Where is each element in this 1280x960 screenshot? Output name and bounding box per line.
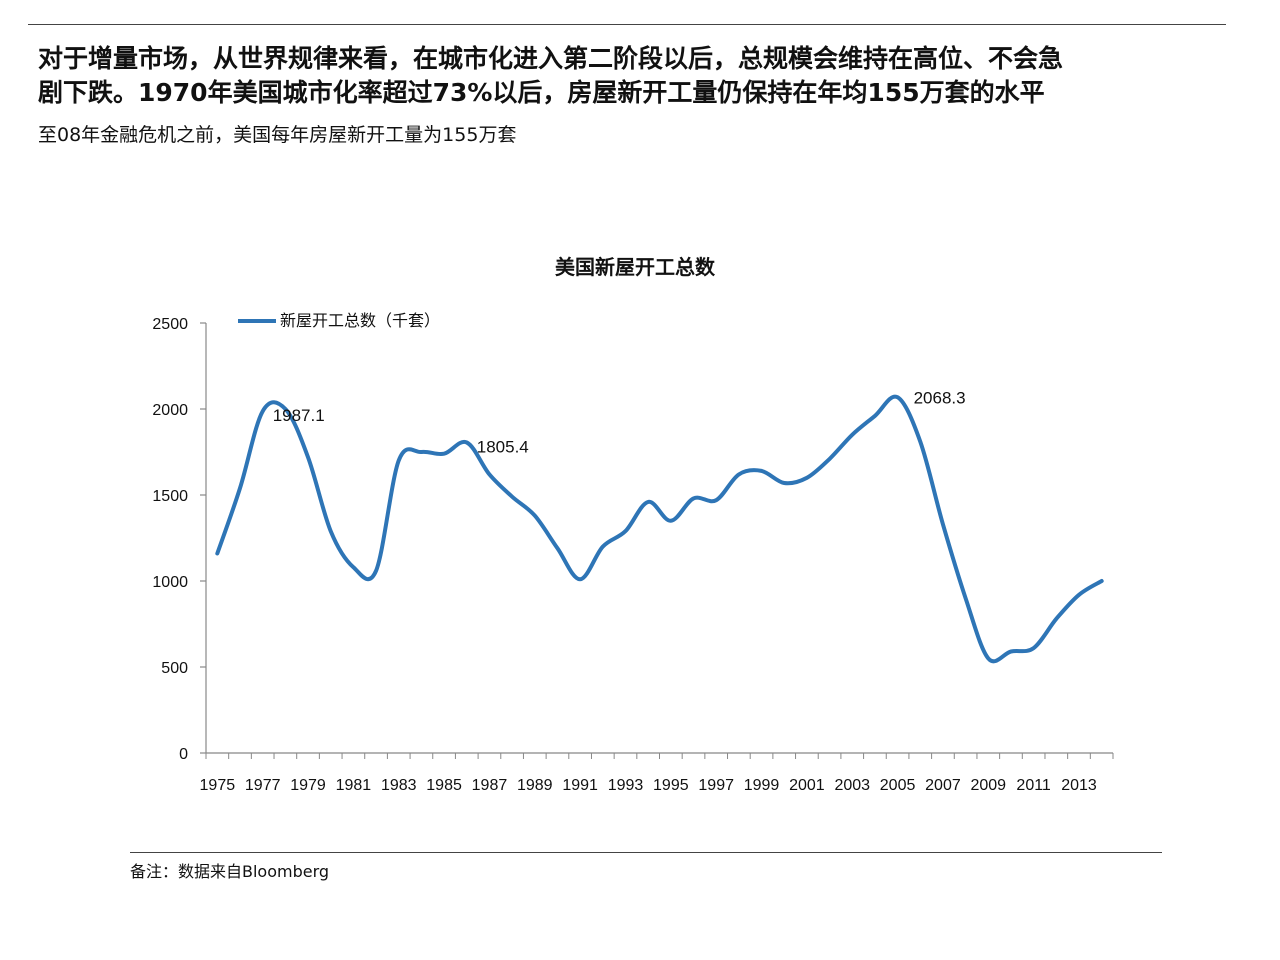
data-point-1994 xyxy=(646,500,650,504)
data-point-2005 xyxy=(896,395,900,399)
data-label-2005: 2068.3 xyxy=(914,388,966,407)
data-point-2012 xyxy=(1054,617,1058,621)
x-tick-label: 2001 xyxy=(789,777,825,794)
y-tick-label: 500 xyxy=(161,660,188,677)
data-point-1987 xyxy=(487,472,491,476)
data-point-1996 xyxy=(692,496,696,500)
x-tick-label: 1979 xyxy=(290,777,326,794)
y-tick-label: 2500 xyxy=(152,316,188,333)
data-point-2000 xyxy=(782,481,786,485)
subtitle: 至08年金融危机之前，美国每年房屋新开工量为155万套 xyxy=(38,124,517,146)
data-point-1990 xyxy=(556,546,560,550)
chart-title: 美国新屋开工总数 xyxy=(555,255,716,279)
x-tick-label: 2013 xyxy=(1061,777,1097,794)
y-tick-label: 2000 xyxy=(152,402,188,419)
data-point-1992 xyxy=(601,545,605,549)
housing-starts-chart: 美国新屋开工总数 新屋开工总数（千套） 0 500 1000 1500 2000 2500… xyxy=(152,255,1114,794)
x-tick-label: 1983 xyxy=(381,777,417,794)
x-tick-label: 1977 xyxy=(245,777,281,794)
data-point-1975 xyxy=(215,552,219,556)
x-tick-label: 1975 xyxy=(200,777,236,794)
x-tick-label: 1987 xyxy=(472,777,508,794)
footer-divider xyxy=(130,852,1162,853)
headline-line-1: 对于增量市场，从世界规律来看，在城市化进入第二阶段以后，总规模会维持在高位、不会… xyxy=(38,44,1064,73)
data-point-1984 xyxy=(419,450,423,454)
data-point-1979 xyxy=(306,455,310,459)
data-point-1998 xyxy=(737,472,741,476)
data-point-2011 xyxy=(1032,646,1036,650)
data-point-2004 xyxy=(873,414,877,418)
data-point-2003 xyxy=(850,433,854,437)
data-point-1982 xyxy=(374,569,378,573)
data-point-1989 xyxy=(533,514,537,518)
legend-label: 新屋开工总数（千套） xyxy=(280,312,440,330)
data-point-1995 xyxy=(669,519,673,523)
series-line-housing-starts xyxy=(215,394,1104,664)
data-point-1988 xyxy=(510,495,514,499)
data-point-1976 xyxy=(238,486,242,490)
data-point-2013 xyxy=(1077,593,1081,597)
x-tick-label: 2005 xyxy=(880,777,916,794)
data-point-1981 xyxy=(351,565,355,569)
x-tick-label: 1997 xyxy=(698,777,734,794)
x-tick-label: 1995 xyxy=(653,777,689,794)
x-tick-label: 1991 xyxy=(562,777,598,794)
y-tick-label: 0 xyxy=(179,746,188,763)
data-point-1985 xyxy=(442,452,446,456)
data-point-2008 xyxy=(964,596,968,600)
x-tick-label: 1985 xyxy=(426,777,462,794)
data-point-1999 xyxy=(760,469,764,473)
y-tick-label: 1500 xyxy=(152,488,188,505)
top-divider xyxy=(28,24,1226,25)
data-point-1986 xyxy=(465,441,469,445)
x-tick-label: 2009 xyxy=(970,777,1006,794)
x-tick-label: 1981 xyxy=(336,777,372,794)
x-tick-label: 2011 xyxy=(1016,777,1051,794)
x-tick-label: 2007 xyxy=(925,777,961,794)
data-point-1997 xyxy=(714,498,718,502)
data-point-1980 xyxy=(329,529,333,533)
data-point-1977 xyxy=(261,409,265,413)
data-point-2014 xyxy=(1100,579,1104,583)
data-point-1993 xyxy=(624,529,628,533)
data-label-1986: 1805.4 xyxy=(477,437,529,456)
data-point-2010 xyxy=(1009,650,1013,654)
x-tick-label: 2003 xyxy=(834,777,870,794)
data-point-1983 xyxy=(397,459,401,463)
footnote: 备注：数据来自Bloomberg xyxy=(130,862,330,881)
data-point-2007 xyxy=(941,522,945,526)
headline-line-2: 剧下跌。1970年美国城市化率超过73%以后，房屋新开工量仍保持在年均155万套… xyxy=(38,78,1045,107)
data-point-2001 xyxy=(805,476,809,480)
data-point-2009 xyxy=(986,656,990,660)
x-tick-label: 1999 xyxy=(744,777,780,794)
x-tick-label: 1989 xyxy=(517,777,553,794)
x-tick-label: 1993 xyxy=(608,777,644,794)
headline: 对于增量市场，从世界规律来看，在城市化进入第二阶段以后，总规模会维持在高位、不会… xyxy=(38,42,1238,110)
data-label-1977: 1987.1 xyxy=(273,406,325,425)
data-point-1991 xyxy=(578,577,582,581)
data-point-2006 xyxy=(918,440,922,444)
data-point-2002 xyxy=(828,457,832,461)
y-tick-label: 1000 xyxy=(152,574,188,591)
